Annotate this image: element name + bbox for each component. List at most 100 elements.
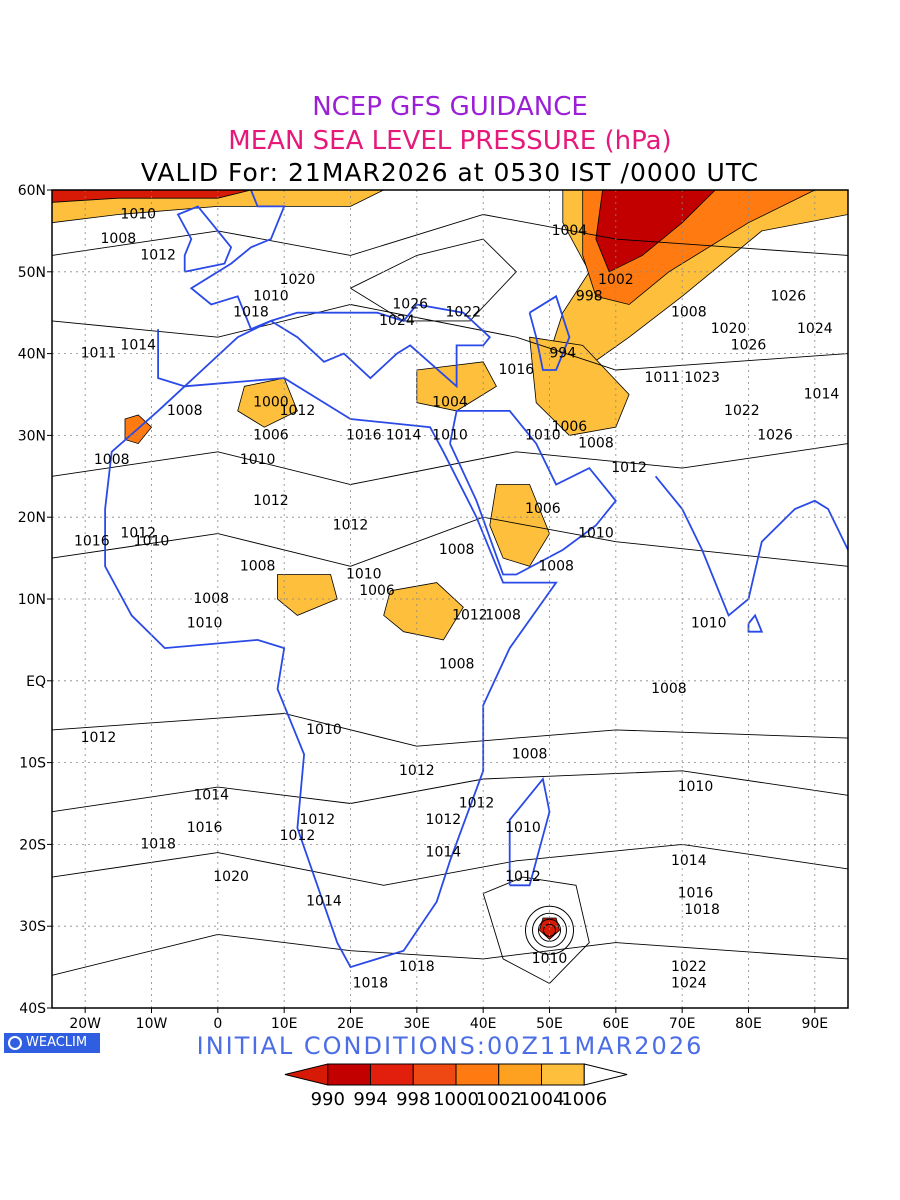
contour-label: 1016 [499, 362, 535, 378]
isobar-1 [52, 843, 848, 886]
colorbar-label: 994 [353, 1089, 387, 1110]
lon-tick-label: 0 [213, 1016, 222, 1032]
isobar-4 [52, 516, 848, 567]
contour-label: 1010 [346, 566, 382, 582]
contour-label: 1012 [280, 403, 316, 419]
contour-label: 1010 [120, 207, 156, 223]
contour-label: 1008 [94, 452, 130, 468]
contour-label: 1023 [684, 370, 720, 386]
contour-label: 1018 [399, 959, 435, 975]
contour-label: 1002 [598, 272, 634, 288]
contour-label: 1026 [392, 297, 428, 313]
lat-tick-label: 50N [18, 265, 46, 281]
contour-label: 1016 [346, 427, 382, 443]
coast-madagascar [508, 776, 551, 887]
contour-label: 1008 [651, 681, 687, 697]
contour-label: 1008 [240, 558, 276, 574]
contour-label: 1012 [399, 763, 435, 779]
contour-label: 1018 [353, 975, 389, 991]
contour-label: 1014 [671, 853, 707, 869]
contour-label: 1010 [306, 722, 342, 738]
isobar-8 [350, 238, 517, 322]
contour-label: 1012 [505, 869, 541, 885]
contour-label: 1012 [81, 730, 117, 746]
contour-label: 1008 [512, 746, 548, 762]
contour-label: 1006 [253, 427, 289, 443]
cyclone-ring-0 [543, 923, 556, 937]
contour-label: 1006 [525, 501, 561, 517]
contour-label: 1018 [140, 836, 176, 852]
isobar-0 [52, 933, 848, 976]
contour-label: 1026 [731, 337, 767, 353]
contour-label: 1012 [333, 517, 369, 533]
coast-arabia [449, 410, 617, 576]
lat-tick-label: 20N [18, 510, 46, 526]
colorbar-segment [455, 1063, 500, 1086]
logo-text: WEACLIM [26, 1035, 88, 1050]
contour-label: 1024 [797, 321, 833, 337]
low-arabia [489, 484, 550, 567]
contour-label: 1014 [804, 387, 840, 403]
colorbar-label: 1006 [561, 1089, 607, 1110]
contour-label: 1020 [213, 869, 249, 885]
contour-label: 1018 [684, 902, 720, 918]
low-sudan [383, 582, 464, 641]
colorbar-segment [327, 1063, 371, 1086]
contour-label: 1022 [724, 403, 760, 419]
contour-label: 1008 [167, 403, 203, 419]
contour-label: 1012 [459, 796, 495, 812]
chart-subtitle: MEAN SEA LEVEL PRESSURE (hPa) [228, 126, 672, 156]
contour-label: 1010 [505, 820, 541, 836]
contour-label: 1024 [379, 313, 415, 329]
lon-tick-label: 40E [470, 1016, 497, 1032]
lon-tick-label: 30E [403, 1016, 430, 1032]
contour-label: 1008 [538, 558, 574, 574]
contour-label: 1014 [120, 337, 156, 353]
contour-label: 1026 [770, 288, 806, 304]
colorbar-label: 990 [311, 1089, 345, 1110]
contour-label: 1012 [253, 493, 289, 509]
contour-label: 1012 [120, 526, 156, 542]
contour-label: 998 [576, 288, 603, 304]
colorbar-label: 1002 [476, 1089, 522, 1110]
contour-label: 1010 [578, 526, 614, 542]
isobar-9 [482, 876, 590, 985]
contour-label: 1012 [611, 460, 647, 476]
contour-label: 1008 [439, 656, 475, 672]
colorbar-segment [284, 1063, 329, 1086]
contour-label: 1026 [757, 427, 793, 443]
contour-label: 1012 [280, 828, 316, 844]
coast-britain [176, 205, 233, 273]
lat-tick-label: EQ [26, 674, 46, 690]
contour-label: 1024 [671, 975, 707, 991]
lat-tick-label: 30N [18, 428, 46, 444]
contour-label: 1014 [193, 787, 229, 803]
contour-label: 1014 [386, 427, 422, 443]
isobar-2 [52, 770, 848, 813]
contour-label: 1010 [240, 452, 276, 468]
contour-label: 1008 [193, 591, 229, 607]
map-plot-area: 1010100810121020101010181026102210241014… [52, 190, 848, 1008]
lon-tick-label: 20W [69, 1016, 101, 1032]
contour-label: 1011 [644, 370, 680, 386]
contour-label: 1010 [134, 534, 170, 550]
lat-tick-label: 10N [18, 592, 46, 608]
contour-label: 1004 [432, 395, 468, 411]
lon-tick-label: 60E [602, 1016, 629, 1032]
contour-label: 1012 [452, 607, 488, 623]
coast-caspian [528, 294, 571, 371]
contour-label: 1008 [671, 305, 707, 321]
isobar-7 [52, 214, 848, 256]
contour-label: 994 [549, 346, 576, 362]
colorbar-segment [583, 1063, 628, 1086]
contour-label: 1000 [253, 395, 289, 411]
contour-label: 1010 [678, 779, 714, 795]
contour-label: 1010 [187, 616, 223, 632]
contour-label: 1020 [711, 321, 747, 337]
valid-time: VALID For: 21MAR2026 at 0530 IST /0000 U… [140, 158, 760, 187]
contour-label: 1022 [671, 959, 707, 975]
contour-label: 1010 [432, 427, 468, 443]
contour-label: 1020 [280, 272, 316, 288]
contour-label: 1004 [552, 223, 588, 239]
lon-tick-label: 10W [136, 1016, 168, 1032]
